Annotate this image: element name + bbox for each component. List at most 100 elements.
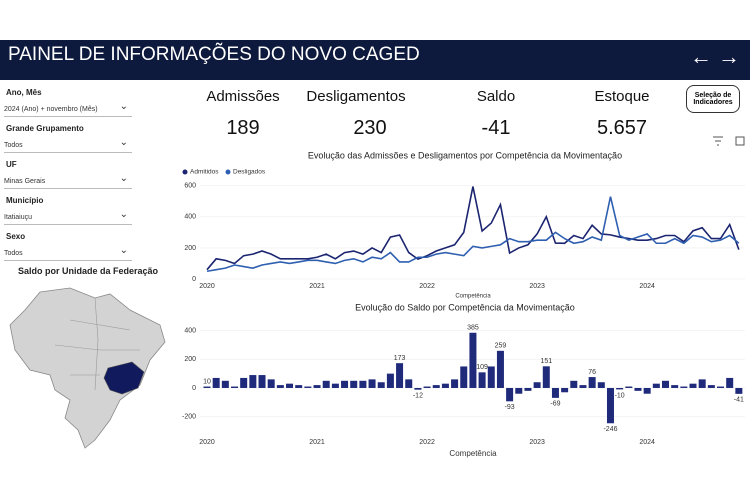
bar [267, 379, 275, 388]
bar [451, 379, 459, 388]
bar [524, 387, 532, 391]
bar [331, 383, 339, 388]
bar [322, 380, 330, 388]
data-label: 173 [394, 355, 406, 362]
chart-title: Evolução do Saldo por Competência da Mov… [355, 302, 575, 312]
filter-label: Grande Grupamento [6, 124, 84, 133]
x-tick-label: 2022 [419, 439, 435, 446]
bar [625, 386, 633, 388]
filter-dropdown[interactable]: Itatiaiuçu [4, 208, 132, 225]
bar [377, 382, 385, 388]
back-arrow[interactable]: ← [690, 44, 712, 69]
data-label: 109 [476, 364, 488, 371]
kpi-label: Desligamentos [306, 88, 406, 105]
bar [478, 372, 486, 388]
data-label: -93 [505, 404, 515, 411]
y-tick-label: 200 [184, 356, 196, 363]
data-label: 76 [588, 369, 596, 376]
bar [570, 380, 578, 388]
data-label: 10 [203, 378, 211, 385]
bar [258, 375, 266, 388]
bar [634, 387, 642, 391]
kpi-value: 230 [353, 117, 387, 139]
bar [551, 387, 559, 398]
x-tick-label: 2021 [309, 439, 325, 446]
x-tick-label: 2023 [529, 283, 545, 290]
bar [341, 380, 349, 388]
bar [561, 387, 569, 393]
bar [680, 386, 688, 388]
kpi-label: Estoque [594, 88, 650, 105]
data-line [206, 196, 740, 273]
indicator-button[interactable]: Seleção de Indicadores [686, 85, 740, 113]
filter-dropdown[interactable]: Minas Gerais [4, 172, 132, 189]
filter-dropdown[interactable]: Todos [4, 136, 132, 153]
bar [350, 380, 358, 388]
data-label: -69 [550, 401, 560, 408]
kpi-value: -41 [481, 117, 511, 139]
kpi-value: 5.657 [596, 117, 648, 139]
filter-label: UF [6, 160, 17, 169]
bar [606, 387, 614, 424]
bar [487, 366, 495, 388]
data-label: -41 [734, 397, 744, 404]
focus-icon[interactable] [735, 136, 745, 146]
data-line [206, 186, 740, 271]
bar [652, 383, 660, 388]
header: PAINEL DE INFORMAÇÕES DO NOVO CAGED ← → [0, 40, 750, 80]
bar [441, 383, 449, 388]
filter-label: Ano, Mês [6, 88, 42, 97]
x-axis-label: Competência [449, 449, 497, 458]
bar [460, 366, 468, 388]
data-label: -246 [603, 426, 617, 433]
x-tick-label: 2024 [639, 283, 655, 290]
bar [469, 332, 477, 388]
x-tick-label: 2020 [199, 439, 215, 446]
kpi-value: 189 [226, 117, 260, 139]
bar [304, 386, 312, 388]
chart-title: Evolução das Admissões e Desligamentos p… [308, 150, 622, 160]
bar [212, 377, 220, 388]
y-tick-label: 400 [184, 327, 196, 334]
y-tick-label: 0 [192, 385, 196, 392]
x-tick-label: 2023 [529, 439, 545, 446]
y-tick-label: 400 [184, 214, 196, 221]
bar [643, 387, 651, 394]
header-title: PAINEL DE INFORMAÇÕES DO NOVO CAGED [8, 44, 420, 65]
y-tick-label: 600 [184, 183, 196, 190]
forward-arrow[interactable]: → [718, 44, 740, 69]
data-label: 259 [495, 343, 507, 350]
x-tick-label: 2021 [309, 283, 325, 290]
filter-label: Município [6, 196, 44, 205]
highlighted-state [103, 361, 145, 395]
bar [386, 373, 394, 388]
filter-label: Sexo [6, 232, 26, 241]
legend-label: Desligados [233, 169, 266, 176]
bar [423, 386, 431, 388]
filter-dropdown[interactable]: 2024 (Ano) + novembro (Mês) [4, 100, 132, 117]
bar [662, 380, 669, 388]
state-borders [54, 297, 140, 391]
bar [616, 387, 624, 390]
bar [313, 385, 321, 388]
x-tick-label: 2024 [639, 439, 655, 446]
bar [359, 380, 367, 388]
bar [588, 377, 596, 388]
bar [579, 385, 587, 388]
legend-marker [182, 169, 188, 175]
kpi-label: Saldo [476, 88, 516, 105]
bar [707, 385, 715, 388]
bar [249, 375, 257, 388]
filter-icon[interactable] [713, 136, 723, 146]
button-text: Seleção de Indicadores [693, 92, 733, 106]
x-tick-label: 2020 [199, 283, 215, 290]
bar [533, 382, 541, 388]
bar [726, 377, 734, 388]
data-label: -12 [413, 393, 423, 400]
filter-dropdown[interactable]: Todos [4, 244, 132, 261]
bar [295, 385, 303, 388]
bar [414, 387, 422, 390]
bar [735, 387, 743, 394]
